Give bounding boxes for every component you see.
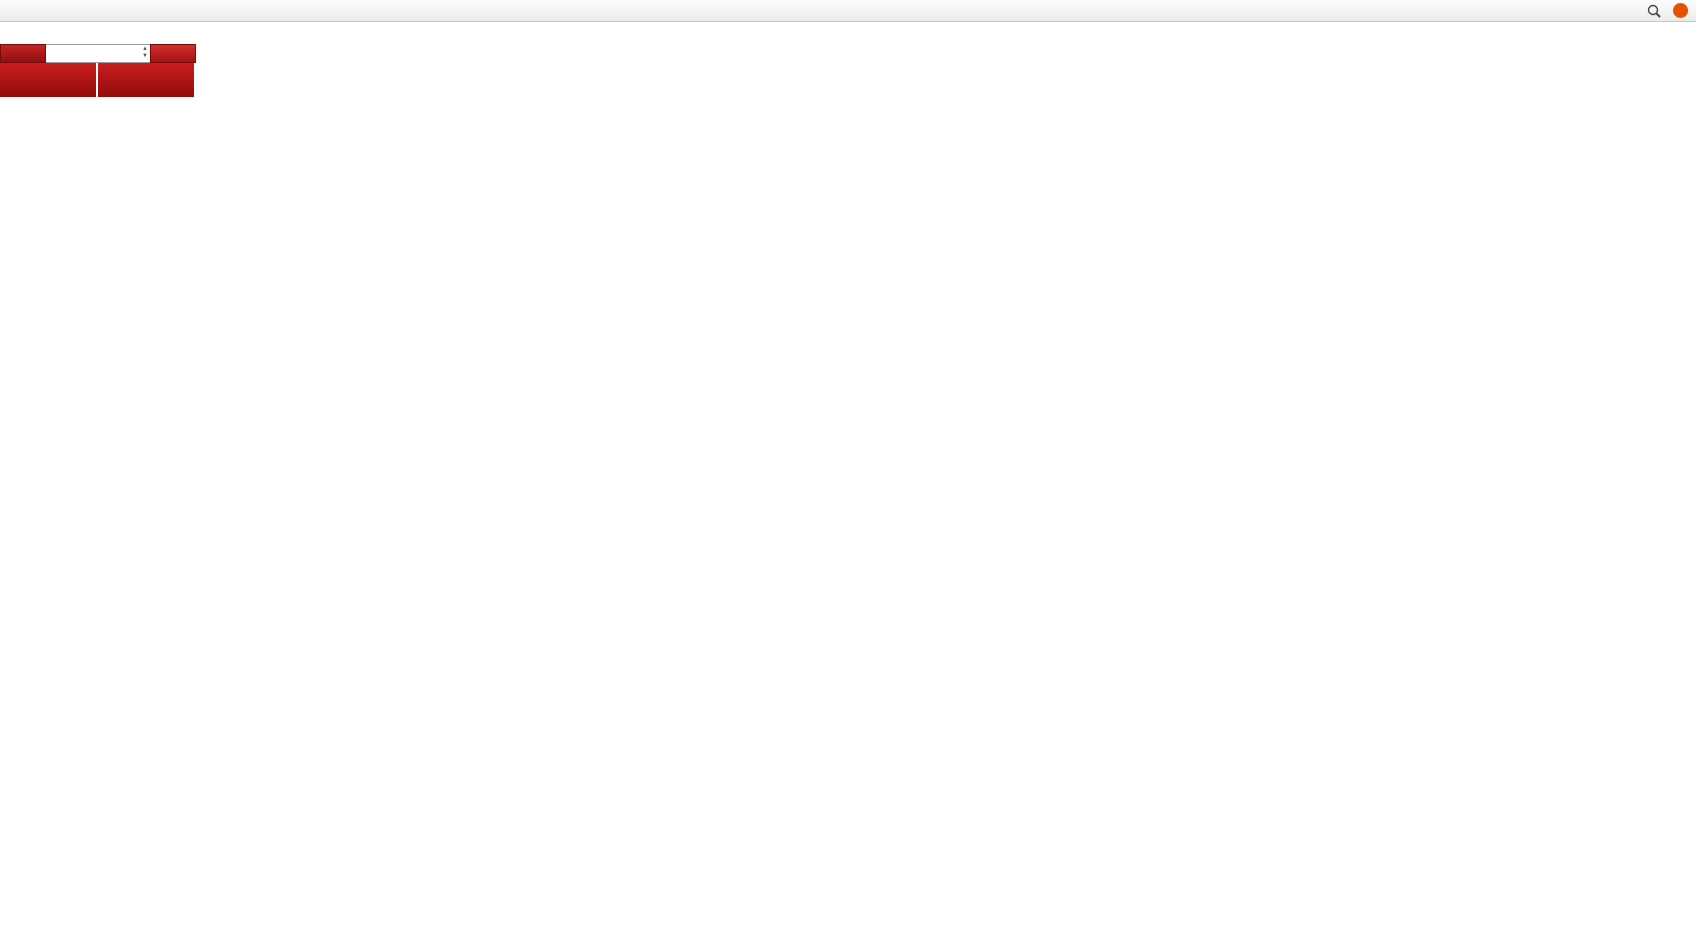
search-icon xyxy=(1646,3,1662,19)
chart-canvas[interactable] xyxy=(0,22,1696,944)
sell-button[interactable] xyxy=(0,44,46,63)
buy-button[interactable] xyxy=(150,44,196,63)
main-toolbar xyxy=(0,0,1696,22)
one-click-trading-widget: ▲ ▼ xyxy=(0,44,196,97)
sell-price-display[interactable] xyxy=(0,63,96,97)
volume-spinner[interactable]: ▲ ▼ xyxy=(142,46,148,60)
toolbar-right xyxy=(1641,0,1694,22)
spinner-up-icon[interactable]: ▲ xyxy=(142,46,148,52)
spinner-down-icon[interactable]: ▼ xyxy=(142,53,148,59)
buy-price-display[interactable] xyxy=(98,63,194,97)
notification-badge[interactable] xyxy=(1673,3,1688,18)
volume-field[interactable]: ▲ ▼ xyxy=(46,44,150,63)
search-button[interactable] xyxy=(1641,0,1667,22)
